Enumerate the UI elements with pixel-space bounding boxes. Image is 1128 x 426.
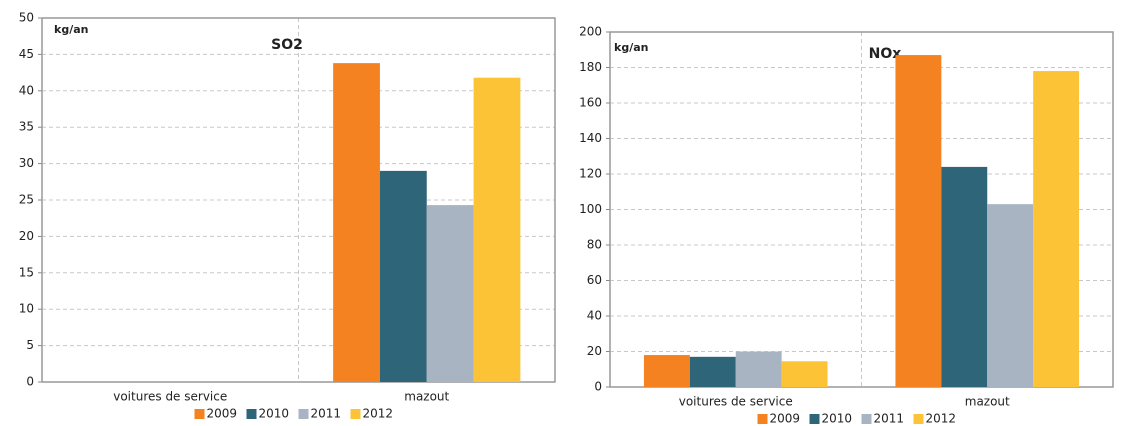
bar — [426, 205, 474, 382]
y-tick-label: 0 — [594, 380, 602, 394]
legend-swatch — [298, 409, 309, 419]
y-tick-label: 0 — [26, 375, 34, 389]
y-tick-label: 5 — [26, 338, 34, 352]
y-tick-label: 40 — [587, 309, 602, 323]
legend-swatch — [913, 414, 924, 424]
legend-label: 2012 — [926, 412, 957, 426]
y-tick-label: 180 — [579, 60, 602, 74]
legend-label: 2009 — [207, 407, 238, 421]
bar — [1033, 71, 1080, 388]
y-tick-label: 45 — [19, 47, 34, 61]
y-tick-label: 140 — [579, 131, 602, 145]
y-tick-label: 40 — [19, 83, 34, 97]
y-tick-label: 160 — [579, 96, 602, 110]
y-tick-label: 35 — [19, 120, 34, 134]
plot-frame — [41, 17, 556, 383]
bar — [333, 63, 380, 383]
y-axis-label: kg/an — [614, 41, 648, 54]
bar — [379, 170, 427, 382]
y-tick-label: 20 — [19, 229, 34, 243]
legend-swatch — [194, 409, 205, 419]
chart-title: SO2 — [271, 37, 303, 53]
legend-label: 2009 — [770, 412, 801, 426]
bar — [689, 356, 736, 387]
bar — [473, 77, 521, 383]
chart-title: NOx — [869, 46, 902, 62]
legend-label: 2012 — [363, 407, 394, 421]
y-tick-label: 100 — [579, 202, 602, 216]
bar — [941, 166, 988, 387]
x-tick-label: voitures de service — [113, 390, 227, 404]
legend-swatch — [861, 414, 872, 424]
legend-swatch — [757, 414, 768, 424]
legend-swatch — [350, 409, 361, 419]
x-tick-label: mazout — [404, 390, 449, 404]
y-tick-label: 15 — [19, 265, 34, 279]
x-tick-label: mazout — [965, 395, 1010, 409]
y-tick-label: 60 — [587, 273, 602, 287]
bar — [735, 351, 782, 387]
y-tick-label: 200 — [579, 25, 602, 39]
y-tick-label: 80 — [587, 238, 602, 252]
legend-swatch — [246, 409, 257, 419]
legend-swatch — [809, 414, 820, 424]
y-tick-label: 25 — [19, 193, 34, 207]
legend-label: 2011 — [311, 407, 342, 421]
y-tick-label: 10 — [19, 302, 34, 316]
bar — [987, 204, 1034, 387]
y-axis-label: kg/an — [54, 23, 88, 36]
plot-frame — [609, 31, 1114, 388]
y-tick-label: 20 — [587, 344, 602, 358]
x-tick-label: voitures de service — [679, 395, 793, 409]
bar — [643, 355, 690, 387]
legend-label: 2010 — [259, 407, 290, 421]
legend-label: 2010 — [822, 412, 853, 426]
y-tick-label: 120 — [579, 167, 602, 181]
y-tick-label: 30 — [19, 156, 34, 170]
y-tick-label: 50 — [19, 11, 34, 25]
legend-label: 2011 — [874, 412, 905, 426]
bar — [781, 361, 828, 387]
bar — [895, 55, 942, 387]
